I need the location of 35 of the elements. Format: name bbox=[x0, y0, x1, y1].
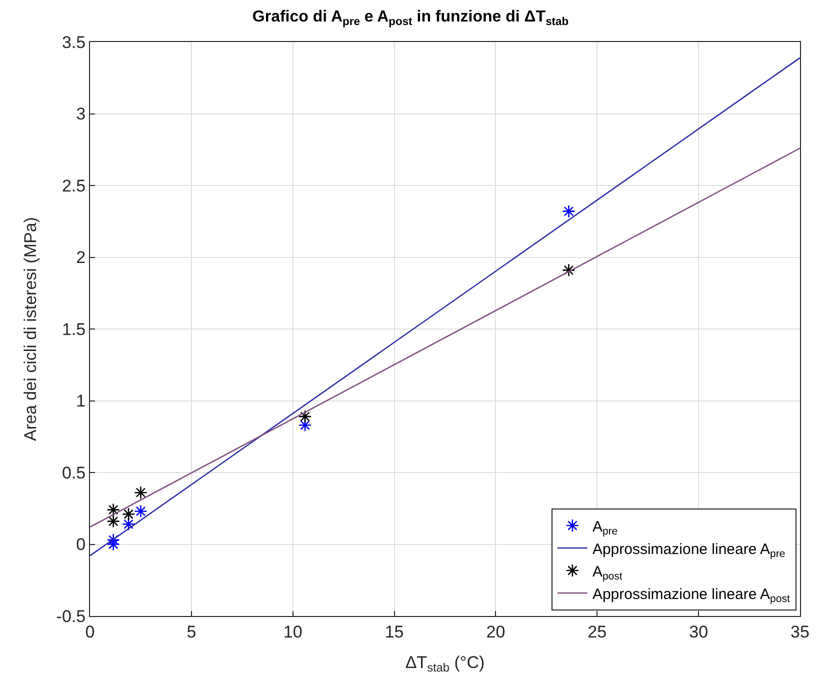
legend-label: A$_{pre}$ bbox=[592, 518, 618, 538]
y-tick-label: 2.5 bbox=[62, 176, 86, 196]
x-tick-label: 35 bbox=[790, 622, 810, 642]
legend-label: A$_{post}$ bbox=[592, 563, 622, 583]
y-tick-label: 3 bbox=[76, 104, 86, 124]
y-tick-label: 3.5 bbox=[62, 32, 86, 52]
x-tick-label: 15 bbox=[384, 622, 404, 642]
point bbox=[106, 514, 120, 528]
point bbox=[122, 518, 136, 531]
legend-label: Approssimazione lineare A$_{post}$ bbox=[592, 586, 790, 606]
point bbox=[122, 507, 136, 521]
x-tick-label: 5 bbox=[186, 622, 196, 642]
legend-label: Approssimazione lineare A$_{pre}$ bbox=[592, 540, 786, 560]
y-tick-label: 2 bbox=[76, 248, 86, 268]
point bbox=[562, 264, 576, 277]
point bbox=[134, 486, 148, 500]
x-tick-label: 30 bbox=[689, 622, 708, 642]
point bbox=[106, 503, 120, 516]
point bbox=[298, 410, 312, 424]
y-tick-label: -0.5 bbox=[56, 606, 86, 626]
point bbox=[106, 538, 120, 551]
point bbox=[134, 504, 148, 518]
point bbox=[562, 204, 576, 218]
y-tick-label: 0.5 bbox=[62, 463, 86, 482]
y-axis-title: Area dei cicli di isteresi (MPa) bbox=[20, 217, 40, 441]
y-tick-label: 1 bbox=[76, 392, 86, 411]
point bbox=[106, 533, 120, 547]
x-axis-title: ΔT$_{stab}$ (°C) bbox=[405, 652, 485, 674]
point bbox=[298, 418, 312, 432]
x-tick-label: 20 bbox=[486, 622, 506, 642]
x-tick-label: 10 bbox=[283, 622, 302, 642]
y-tick-label: 0 bbox=[76, 535, 86, 554]
x-tick-label: 25 bbox=[588, 622, 607, 642]
y-tick-label: 1.5 bbox=[62, 320, 86, 339]
chart-title: Grafico di A$_{pre}$ e A$_{post}$ in funzione di ΔT$_{stab}$ bbox=[252, 8, 569, 28]
